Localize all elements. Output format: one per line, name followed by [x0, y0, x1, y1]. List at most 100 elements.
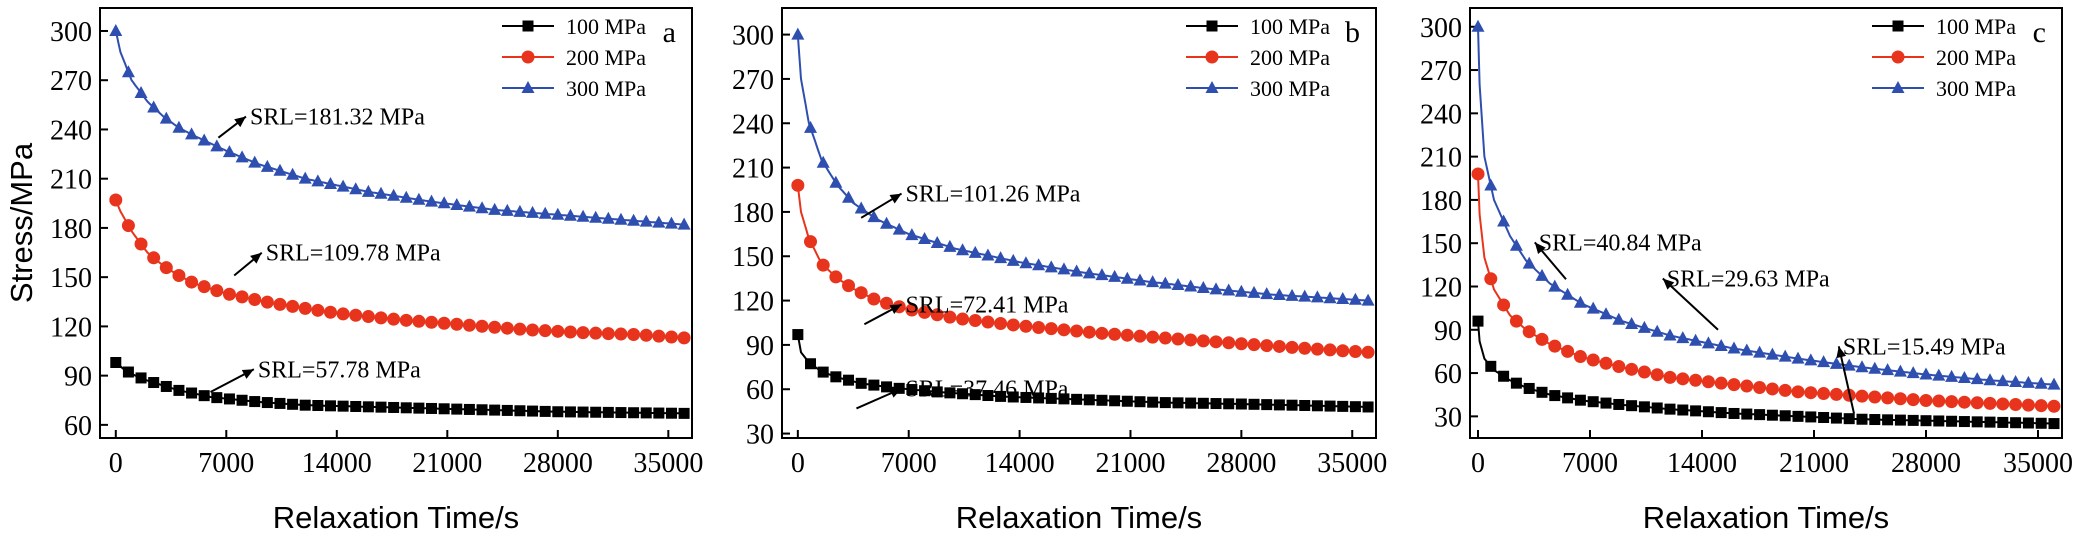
data-point — [639, 328, 653, 342]
data-point — [1664, 403, 1676, 415]
x-axis-title: Relaxation Time/s — [1643, 500, 1889, 535]
data-point — [1285, 288, 1299, 301]
x-tick-label: 14000 — [302, 448, 372, 479]
data-point — [1638, 401, 1650, 413]
data-point — [1484, 178, 1498, 191]
data-point — [1701, 336, 1715, 349]
data-point — [1006, 318, 1020, 332]
annotation-label: SRL=40.84 MPa — [1539, 230, 1702, 256]
data-point — [1323, 343, 1337, 357]
data-point — [867, 292, 881, 306]
data-point — [210, 139, 224, 152]
annotation-arrow — [1662, 277, 1719, 331]
data-point — [1019, 256, 1033, 269]
data-point — [1471, 167, 1485, 181]
legend-label: 200 MPa — [566, 45, 646, 70]
data-point — [930, 235, 944, 248]
annotation-label: SRL=37.46 MPa — [906, 377, 1069, 403]
data-point — [1983, 373, 1997, 386]
data-point — [1945, 369, 1959, 382]
y-tick-label: 120 — [1420, 272, 1462, 303]
data-point — [614, 212, 628, 225]
data-point — [159, 261, 173, 275]
series-100-mpa — [792, 329, 1374, 413]
data-point — [1235, 398, 1247, 410]
legend-entry: 300 MPa — [1872, 76, 2016, 101]
data-point — [514, 405, 526, 417]
data-point — [350, 400, 362, 412]
data-point — [652, 215, 666, 228]
data-point — [816, 155, 830, 168]
data-point — [1485, 360, 1497, 372]
data-point — [374, 186, 388, 199]
data-point — [981, 248, 995, 261]
data-point — [919, 385, 931, 397]
data-point — [1612, 312, 1626, 325]
y-tick-label: 210 — [732, 154, 774, 185]
data-point — [1509, 238, 1523, 251]
data-point — [1260, 287, 1274, 300]
legend-marker — [521, 50, 535, 64]
data-point — [1906, 393, 1920, 407]
data-point — [1247, 338, 1261, 352]
data-point — [1497, 214, 1511, 227]
data-point — [1855, 389, 1869, 403]
data-point — [1651, 402, 1663, 414]
data-point — [1510, 377, 1522, 389]
data-point — [1996, 374, 2010, 387]
data-point — [1599, 356, 1613, 370]
data-point — [2021, 398, 2035, 412]
data-point — [336, 307, 350, 321]
annotation-arrowhead — [234, 116, 246, 128]
data-point — [1196, 281, 1210, 294]
legend-marker — [521, 81, 535, 93]
data-point — [1184, 333, 1198, 347]
data-point — [539, 405, 551, 417]
data-point — [1856, 413, 1868, 425]
data-point — [1561, 287, 1575, 300]
data-point — [1958, 416, 1970, 428]
data-point — [816, 258, 830, 272]
data-point — [1676, 372, 1690, 386]
data-point — [1932, 368, 1946, 381]
series-line — [796, 185, 1369, 354]
data-point — [172, 269, 186, 283]
data-point — [426, 402, 438, 414]
data-point — [134, 237, 148, 251]
data-point — [1612, 359, 1626, 373]
data-point — [475, 201, 489, 214]
data-point — [1536, 386, 1548, 398]
data-point — [1843, 413, 1855, 425]
data-point — [323, 176, 337, 189]
data-point — [1261, 399, 1273, 411]
data-point — [1032, 258, 1046, 271]
data-point — [854, 286, 868, 300]
y-tick-label: 240 — [50, 115, 92, 146]
data-point — [881, 381, 893, 393]
data-point — [197, 280, 211, 294]
data-point — [1247, 285, 1261, 298]
data-point — [1298, 341, 1312, 355]
legend-label: 300 MPa — [1250, 76, 1330, 101]
data-point — [476, 404, 488, 416]
y-tick-label: 300 — [50, 17, 92, 48]
data-point — [943, 239, 957, 252]
legend-label: 200 MPa — [1936, 45, 2016, 70]
data-point — [1753, 380, 1767, 394]
data-point — [1082, 266, 1096, 279]
data-point — [1881, 391, 1895, 405]
data-point — [1805, 411, 1817, 423]
data-point — [1778, 383, 1792, 397]
data-point — [1323, 291, 1337, 304]
data-point — [1032, 320, 1046, 334]
data-point — [1109, 395, 1121, 407]
data-point — [868, 379, 880, 391]
data-point — [602, 406, 614, 418]
x-axis-title: Relaxation Time/s — [956, 500, 1202, 535]
data-point — [615, 407, 627, 419]
series-line — [796, 34, 1369, 302]
data-point — [1070, 324, 1084, 338]
data-point — [349, 182, 363, 195]
legend-entry: 300 MPa — [502, 76, 646, 101]
data-point — [1033, 392, 1045, 404]
